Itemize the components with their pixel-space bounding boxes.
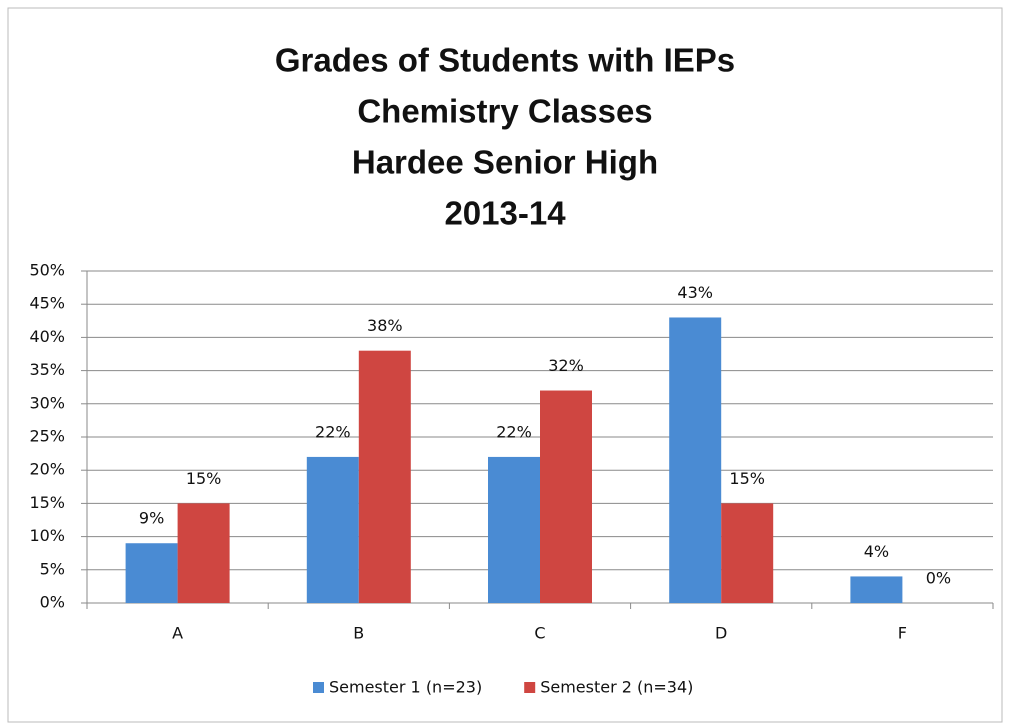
y-tick-label: 35% bbox=[29, 360, 65, 379]
x-tick-label: A bbox=[172, 624, 183, 643]
x-tick-label: D bbox=[715, 624, 727, 643]
y-tick-label: 15% bbox=[29, 493, 65, 512]
bar bbox=[125, 543, 178, 603]
data-label: 22% bbox=[496, 422, 532, 441]
data-label: 15% bbox=[729, 469, 765, 488]
y-tick-label: 10% bbox=[29, 526, 65, 545]
bar bbox=[306, 456, 359, 603]
legend-swatch bbox=[313, 682, 324, 693]
data-label: 43% bbox=[677, 283, 713, 302]
chart-title: Grades of Students with IEPs bbox=[275, 42, 735, 79]
bar bbox=[488, 456, 540, 603]
data-label: 22% bbox=[315, 422, 351, 441]
chart-title: Chemistry Classes bbox=[357, 93, 652, 130]
bar bbox=[850, 576, 903, 603]
y-tick-label: 40% bbox=[29, 327, 65, 346]
data-label: 32% bbox=[548, 356, 584, 375]
y-tick-label: 25% bbox=[29, 427, 65, 446]
y-tick-label: 5% bbox=[40, 559, 65, 578]
bar bbox=[358, 350, 411, 603]
data-label: 38% bbox=[367, 316, 403, 335]
bar bbox=[177, 503, 230, 603]
bar bbox=[721, 503, 774, 603]
bar bbox=[540, 390, 592, 603]
chart-title: Hardee Senior High bbox=[352, 144, 658, 181]
data-label: 15% bbox=[186, 469, 222, 488]
legend-swatch bbox=[524, 682, 536, 693]
y-tick-label: 30% bbox=[29, 393, 65, 412]
y-tick-label: 20% bbox=[29, 460, 65, 479]
legend-label: Semester 1 (n=23) bbox=[329, 678, 482, 697]
bar bbox=[669, 317, 722, 603]
chart-title: 2013-14 bbox=[444, 195, 566, 232]
data-label: 4% bbox=[864, 542, 889, 561]
y-tick-label: 0% bbox=[40, 593, 65, 612]
legend-label: Semester 2 (n=34) bbox=[540, 678, 693, 697]
x-tick-label: F bbox=[898, 624, 907, 643]
data-label: 9% bbox=[139, 509, 164, 528]
x-tick-label: B bbox=[353, 624, 364, 643]
y-tick-label: 45% bbox=[29, 294, 65, 313]
data-label: 0% bbox=[926, 569, 951, 588]
y-tick-label: 50% bbox=[29, 261, 65, 280]
x-tick-label: C bbox=[534, 624, 545, 643]
